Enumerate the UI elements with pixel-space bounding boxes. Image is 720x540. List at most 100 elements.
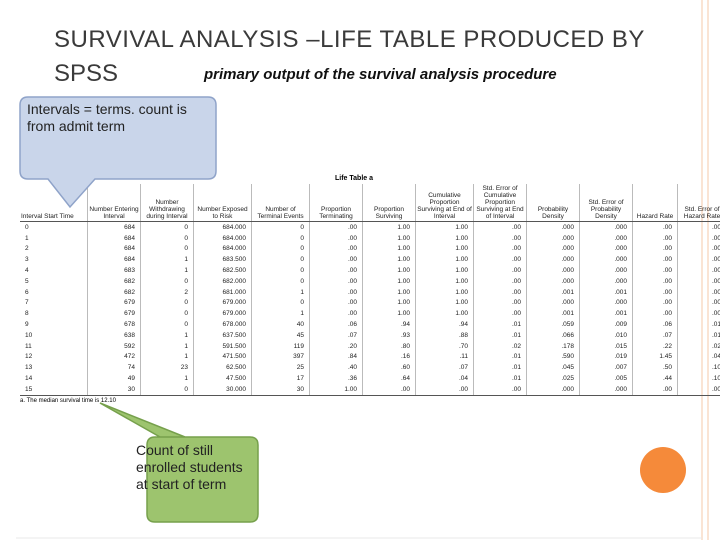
table-cell: 0 — [251, 265, 310, 276]
table-cell: 1.00 — [362, 232, 416, 244]
table-cell: .001 — [526, 286, 580, 298]
table-cell: 1.00 — [415, 221, 474, 233]
table-cell: .01 — [473, 319, 527, 330]
table-cell: 1 — [140, 373, 194, 384]
table-cell: .00 — [632, 265, 678, 276]
life-table: Life Table a Interval Start Time Number E… — [20, 175, 720, 420]
table-cell: .04 — [415, 373, 474, 384]
table-row: 5 682 0 682.000 0.00 1.00 1.00.00.000.000.00.0… — [20, 275, 720, 287]
table-cell: 0 — [140, 308, 194, 320]
table-row: 6 682 2 681.000 1.00 1.00 1.00.00.001.001.00.0… — [20, 286, 720, 298]
title: SURVIVAL ANALYSIS –LIFE TABLE PRODUCED B… — [54, 26, 645, 53]
table-cell: 1.00 — [362, 254, 416, 266]
table-cell: .00 — [309, 254, 363, 266]
table-cell: 679 — [87, 308, 141, 320]
table-cell: 40 — [251, 319, 310, 330]
table-cell: .007 — [579, 362, 633, 374]
table-cell: .01 — [473, 329, 527, 341]
table-cell: .00 — [632, 275, 678, 287]
table-row: 10 638 1 637.500 45.07.93.88.01.066.010.07.0… — [20, 329, 720, 341]
table-cell: .066 — [526, 329, 580, 341]
table-cell: 1 — [140, 351, 194, 363]
table-row: 15 30 0 30.000 30 1.00.00.00.00.000.000.00.00 — [20, 383, 720, 396]
table-cell: 1 — [140, 340, 194, 352]
table-cell: .00 — [309, 221, 363, 233]
table-cell: .00 — [632, 297, 678, 309]
table-cell: .00 — [677, 254, 720, 266]
table-cell: 682 — [87, 286, 141, 298]
table-cell: .01 — [677, 319, 720, 330]
table-cell: .70 — [415, 340, 474, 352]
table-cell: 1.00 — [415, 308, 474, 320]
table-cell: .00 — [362, 383, 416, 396]
table-cell: .00 — [677, 286, 720, 298]
table-row: 7 679 0 679.000 0.00 1.00 1.00.00.000.000.00.0… — [20, 297, 720, 309]
table-cell: 1.00 — [415, 297, 474, 309]
table-cell: 638 — [87, 329, 141, 341]
table-cell: 682.500 — [193, 265, 252, 276]
table-cell: .00 — [473, 243, 527, 255]
table-row: 2 684 0 684.000 0.00 1.00 1.00.00.000.000.00.0… — [20, 243, 720, 255]
table-cell: .000 — [526, 265, 580, 276]
table-cell: .000 — [526, 254, 580, 266]
table-cell: .000 — [579, 275, 633, 287]
table-cell: 1.00 — [362, 286, 416, 298]
table-cell: .00 — [309, 232, 363, 244]
table-cell: .000 — [526, 297, 580, 309]
table-row: 4 683 1 682.500 0.00 1.00 1.00.00.000.000.00.0… — [20, 265, 720, 276]
table-cell: .06 — [632, 319, 678, 330]
table-cell: 1.00 — [415, 265, 474, 276]
table-cell: .00 — [632, 286, 678, 298]
table-cell: .178 — [526, 340, 580, 352]
column-header: Cumulative Proportion Surviving at End o… — [415, 184, 474, 222]
table-cell: .00 — [677, 383, 720, 396]
table-cell: .00 — [309, 275, 363, 287]
table-row: 13 74 23 62.500 25.40.60.07.01.045.007.50.10 — [20, 362, 720, 374]
table-row: 9 678 0 678.000 40.06.94.94.01.059.009.06.01 — [20, 319, 720, 330]
table-cell: 1.00 — [362, 243, 416, 255]
table-cell: 4 — [25, 267, 29, 275]
table-cell: 0 — [251, 254, 310, 266]
table-cell: .01 — [473, 351, 527, 363]
table-cell: .000 — [579, 254, 633, 266]
table-cell: .94 — [415, 319, 474, 330]
table-cell: .000 — [579, 265, 633, 276]
table-cell: .40 — [309, 362, 363, 374]
table-cell: .019 — [579, 351, 633, 363]
table-cell: 679 — [87, 297, 141, 309]
column-header: Number Withdrawing during Interval — [140, 184, 194, 222]
table-cell: 1.00 — [309, 383, 363, 396]
table-cell: .80 — [362, 340, 416, 352]
table-cell: 10 — [25, 331, 33, 339]
table-cell: .025 — [526, 373, 580, 384]
table-cell: 2 — [25, 245, 29, 253]
table-cell: 678 — [87, 319, 141, 330]
table-cell: 684.000 — [193, 243, 252, 255]
table-cell: .60 — [362, 362, 416, 374]
table-cell: 1 — [140, 265, 194, 276]
table-row: 3 684 1 683.500 0.00 1.00 1.00.00.000.000.00.0… — [20, 254, 720, 266]
table-cell: .88 — [415, 329, 474, 341]
table-cell: 0 — [251, 232, 310, 244]
table-row: 0 684 0 684.000 0.00 1.00 1.00.00.000.000.00.0… — [20, 221, 720, 233]
table-cell: .01 — [473, 373, 527, 384]
table-cell: 30 — [251, 383, 310, 396]
table-cell: .00 — [473, 275, 527, 287]
table-cell: 1.00 — [362, 297, 416, 309]
header-row: Interval Start Time Number Entering Inter… — [20, 184, 720, 222]
table-cell: 119 — [251, 340, 310, 352]
table-cell: .045 — [526, 362, 580, 374]
table-cell: 1.00 — [362, 275, 416, 287]
table-cell: 0 — [251, 243, 310, 255]
table-cell: .059 — [526, 319, 580, 330]
table-cell: .20 — [309, 340, 363, 352]
table-cell: .590 — [526, 351, 580, 363]
table-cell: 1.00 — [415, 232, 474, 244]
table-cell: 683 — [87, 265, 141, 276]
title: SPSS — [54, 60, 119, 87]
table-cell: .00 — [677, 243, 720, 255]
callout-text: Intervals = terms. count is from admit t… — [27, 101, 187, 134]
table-cell: 0 — [25, 223, 29, 231]
table-cell: .001 — [526, 308, 580, 320]
